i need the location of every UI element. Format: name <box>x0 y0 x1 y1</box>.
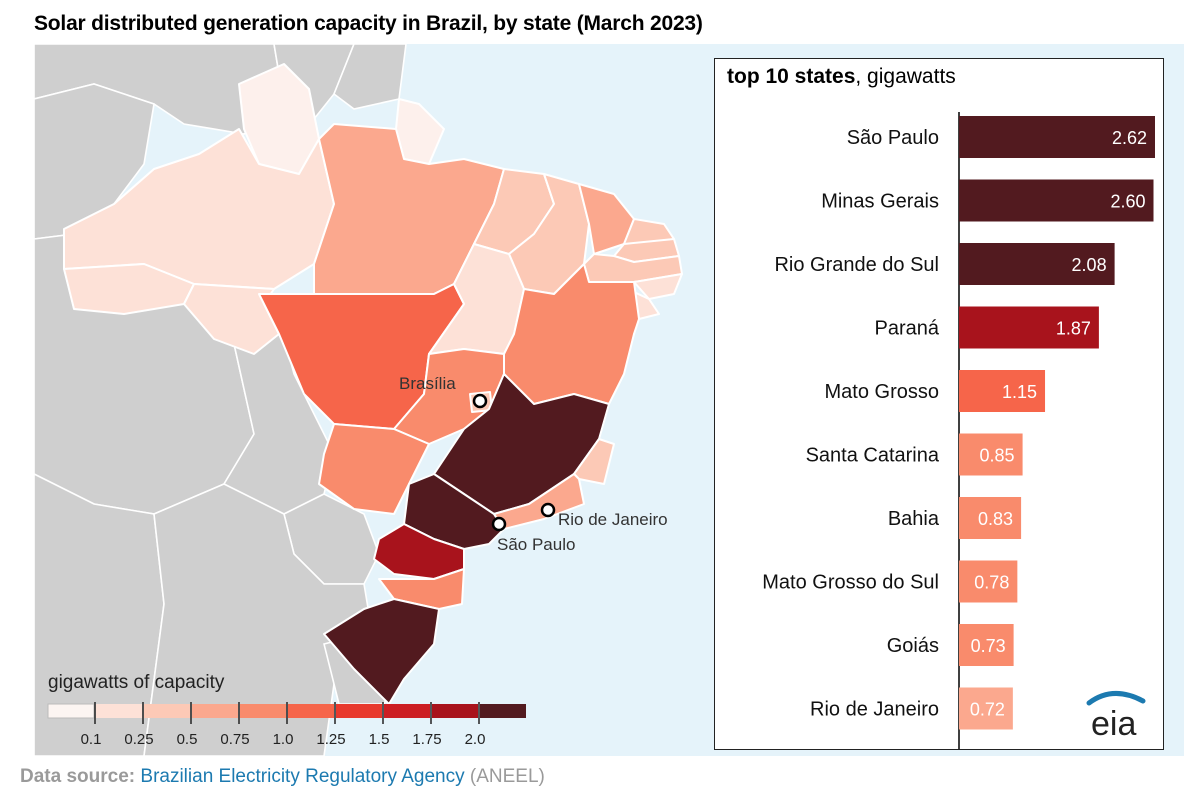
legend-swatches <box>47 703 526 719</box>
legend-swatch <box>336 704 382 718</box>
bar-value-label: 0.83 <box>978 509 1013 529</box>
legend-swatch <box>96 704 142 718</box>
bar-value-label: 0.73 <box>971 636 1006 656</box>
city-marker-icon <box>540 502 556 518</box>
bar-category-label: Rio de Janeiro <box>810 699 939 721</box>
chart-title: Solar distributed generation capacity in… <box>34 12 703 35</box>
legend-title: gigawatts of capacity <box>48 672 225 693</box>
city-label-rio-de-janeiro: Rio de Janeiro <box>558 510 668 529</box>
bar-category-label: Minas Gerais <box>821 191 939 213</box>
bar-value-label: 1.87 <box>1056 319 1091 339</box>
bar <box>959 433 1023 476</box>
state-rondonia <box>183 283 280 355</box>
legend-tick-label: 0.1 <box>81 731 102 748</box>
city-marker-icon <box>472 393 488 409</box>
eia-logo-icon: eia <box>1086 691 1146 739</box>
bar-chart-title: top 10 states <box>727 65 856 88</box>
legend-tick-label: 0.5 <box>177 731 198 748</box>
legend-tick-label: 0.75 <box>220 731 249 748</box>
brazil-states <box>63 63 683 705</box>
bar <box>959 116 1155 158</box>
bar-category-label: Paraná <box>875 318 940 340</box>
brazil-map: Brasília São Paulo Rio de Janeiro <box>34 44 683 756</box>
bar-category-label: Mato Grosso <box>825 381 939 403</box>
state-alagoas <box>633 273 683 300</box>
bar-category-label: Rio Grande do Sul <box>774 254 939 276</box>
bar <box>959 370 1046 412</box>
state-rio-grande-do-sul <box>323 598 440 705</box>
city-markers: Brasília São Paulo Rio de Janeiro <box>399 374 668 554</box>
legend-swatch <box>288 704 334 718</box>
eia-logo-text: eia <box>1091 705 1136 739</box>
legend-swatch <box>240 704 286 718</box>
legend-ticks: 0.1 0.25 0.5 0.75 1.0 1.25 1.5 1.75 2.0 <box>81 702 486 748</box>
state-rio-de-janeiro <box>493 473 585 530</box>
legend-swatch <box>192 704 238 718</box>
city-label-sao-paulo: São Paulo <box>497 535 575 554</box>
state-espirito-santo <box>573 438 615 485</box>
legend-tick-label: 1.25 <box>316 731 345 748</box>
bar <box>959 687 1013 730</box>
bar-chart-heading: top 10 states, gigawatts <box>727 65 956 89</box>
legend-tick-label: 1.75 <box>412 731 441 748</box>
bar-value-label: 0.85 <box>980 446 1015 466</box>
bar-value-label: 2.08 <box>1072 255 1107 275</box>
bar-category-label: Goiás <box>887 635 939 657</box>
source-suffix: (ANEEL) <box>469 766 545 787</box>
bar-value-label: 2.62 <box>1112 128 1147 148</box>
legend-tick-label: 1.0 <box>273 731 294 748</box>
legend-tick-label: 1.5 <box>369 731 390 748</box>
bar-value-label: 2.60 <box>1110 192 1145 212</box>
legend-swatch <box>480 704 526 718</box>
color-legend: 0.1 0.25 0.5 0.75 1.0 1.25 1.5 1.75 2.0 <box>47 702 526 748</box>
bar-value-label: 0.78 <box>974 573 1009 593</box>
state-mato-grosso-do-sul <box>318 423 430 515</box>
bar <box>959 560 1018 603</box>
legend-swatch <box>384 704 430 718</box>
source-prefix: Data source: <box>20 766 136 787</box>
bar-category-label: Mato Grosso do Sul <box>762 572 939 594</box>
bar-chart-units: , gigawatts <box>855 65 956 88</box>
bar-chart: São Paulo 2.62 Minas Gerais 2.60 Rio Grande … <box>762 112 1155 749</box>
source-agency-link[interactable]: Brazilian Electricity Regulatory Agency <box>140 766 465 787</box>
legend-tick-label: 0.25 <box>124 731 153 748</box>
bar <box>959 243 1115 285</box>
bar-value-label: 0.72 <box>970 700 1005 720</box>
neighbor-suriname <box>333 44 407 110</box>
legend-swatch <box>47 703 95 719</box>
bar-category-label: Santa Catarina <box>806 445 940 467</box>
city-label-brasilia: Brasília <box>399 374 456 393</box>
bar-category-label: Bahia <box>888 508 940 530</box>
bar <box>959 624 1014 666</box>
legend-swatch <box>144 704 190 718</box>
bar-category-label: São Paulo <box>847 127 939 149</box>
data-source: Data source: Brazilian Electricity Regul… <box>20 766 545 788</box>
bar-value-label: 1.15 <box>1002 382 1037 402</box>
legend-swatch <box>432 704 478 718</box>
city-marker-icon <box>491 516 507 532</box>
bar <box>959 497 1022 539</box>
legend-tick-label: 2.0 <box>465 731 486 748</box>
bar <box>959 179 1154 222</box>
bar <box>959 306 1099 349</box>
top-states-panel: top 10 states, gigawatts São Paulo 2.62 Mi… <box>714 58 1164 750</box>
